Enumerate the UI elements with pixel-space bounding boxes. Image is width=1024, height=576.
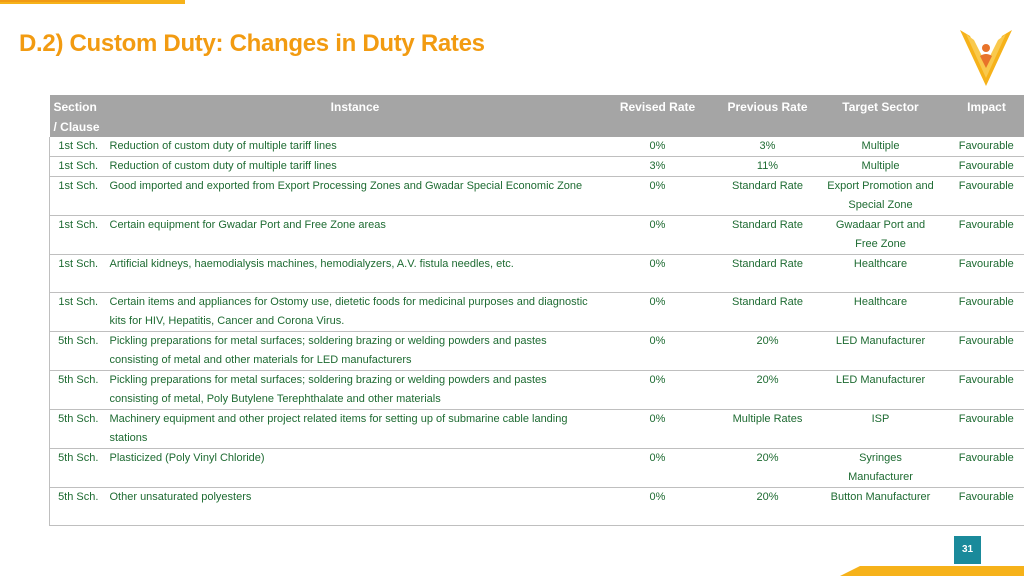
table-row: 1st Sch. Reduction of custom duty of mul… xyxy=(49,137,1024,157)
cell-impact: Favourable xyxy=(937,156,1024,177)
cell-section: 1st Sch. xyxy=(49,176,107,216)
top-accent-bar xyxy=(0,0,185,4)
cell-instance: Certain items and appliances for Ostomy … xyxy=(106,292,604,332)
cell-section: 5th Sch. xyxy=(49,370,107,410)
brand-logo-icon xyxy=(960,30,1012,86)
cell-instance: Pickling preparations for metal surfaces… xyxy=(106,370,604,410)
cell-target-sector: LED Manufacturer xyxy=(823,331,938,371)
cell-instance: Reduction of custom duty of multiple tar… xyxy=(106,156,604,177)
cell-instance: Other unsaturated polyesters xyxy=(106,487,604,526)
cell-impact: Favourable xyxy=(937,215,1024,255)
slide-title: D.2) Custom Duty: Changes in Duty Rates xyxy=(19,30,485,57)
cell-section: 1st Sch. xyxy=(49,215,107,255)
cell-section: 5th Sch. xyxy=(49,487,107,526)
cell-section: 5th Sch. xyxy=(49,331,107,371)
cell-revised-rate: 0% xyxy=(603,176,712,216)
cell-impact: Favourable xyxy=(937,448,1024,488)
cell-target-sector: Export Promotion and Special Zone xyxy=(823,176,938,216)
table-row: 1st Sch. Certain equipment for Gwadar Po… xyxy=(49,215,1024,255)
cell-previous-rate: Standard Rate xyxy=(711,176,824,216)
bottom-accent-bar xyxy=(840,566,1024,576)
cell-revised-rate: 0% xyxy=(603,137,712,157)
cell-instance: Reduction of custom duty of multiple tar… xyxy=(106,137,604,157)
cell-target-sector: Multiple xyxy=(823,137,938,157)
cell-previous-rate: 20% xyxy=(711,370,824,410)
header-revised-rate: Revised Rate xyxy=(603,95,712,137)
header-instance: Instance xyxy=(106,95,604,137)
cell-section: 5th Sch. xyxy=(49,448,107,488)
duty-rates-table: Section / Clause Instance Revised Rate P… xyxy=(49,95,1024,526)
cell-previous-rate: 20% xyxy=(711,331,824,371)
cell-revised-rate: 0% xyxy=(603,370,712,410)
table-header-row: Section / Clause Instance Revised Rate P… xyxy=(49,95,1024,137)
cell-instance: Certain equipment for Gwadar Port and Fr… xyxy=(106,215,604,255)
cell-revised-rate: 0% xyxy=(603,254,712,293)
cell-section: 1st Sch. xyxy=(49,292,107,332)
table-row: 1st Sch. Good imported and exported from… xyxy=(49,176,1024,216)
cell-revised-rate: 0% xyxy=(603,487,712,526)
cell-revised-rate: 3% xyxy=(603,156,712,177)
cell-impact: Favourable xyxy=(937,331,1024,371)
cell-target-sector: LED Manufacturer xyxy=(823,370,938,410)
header-impact: Impact xyxy=(937,95,1024,137)
page-number-badge: 31 xyxy=(954,536,981,564)
cell-impact: Favourable xyxy=(937,176,1024,216)
cell-revised-rate: 0% xyxy=(603,292,712,332)
table-row: 5th Sch. Pickling preparations for metal… xyxy=(49,331,1024,371)
cell-instance: Pickling preparations for metal surfaces… xyxy=(106,331,604,371)
header-section: Section / Clause xyxy=(49,95,107,137)
cell-revised-rate: 0% xyxy=(603,409,712,449)
cell-impact: Favourable xyxy=(937,487,1024,526)
cell-impact: Favourable xyxy=(937,409,1024,449)
cell-previous-rate: 20% xyxy=(711,448,824,488)
cell-target-sector: Button Manufacturer xyxy=(823,487,938,526)
cell-target-sector: Multiple xyxy=(823,156,938,177)
cell-impact: Favourable xyxy=(937,370,1024,410)
cell-instance: Machinery equipment and other project re… xyxy=(106,409,604,449)
cell-instance: Plasticized (Poly Vinyl Chloride) xyxy=(106,448,604,488)
cell-previous-rate: Multiple Rates xyxy=(711,409,824,449)
cell-target-sector: Syringes Manufacturer xyxy=(823,448,938,488)
table-row: 5th Sch. Plasticized (Poly Vinyl Chlorid… xyxy=(49,448,1024,488)
cell-section: 1st Sch. xyxy=(49,137,107,157)
cell-impact: Favourable xyxy=(937,137,1024,157)
table-row: 1st Sch. Reduction of custom duty of mul… xyxy=(49,156,1024,177)
cell-previous-rate: Standard Rate xyxy=(711,292,824,332)
header-previous-rate: Previous Rate xyxy=(711,95,824,137)
cell-section: 5th Sch. xyxy=(49,409,107,449)
cell-previous-rate: Standard Rate xyxy=(711,215,824,255)
table-row: 5th Sch. Pickling preparations for metal… xyxy=(49,370,1024,410)
cell-previous-rate: Standard Rate xyxy=(711,254,824,293)
cell-target-sector: Healthcare xyxy=(823,254,938,293)
cell-section: 1st Sch. xyxy=(49,254,107,293)
cell-impact: Favourable xyxy=(937,254,1024,293)
header-target-sector: Target Sector xyxy=(823,95,938,137)
cell-revised-rate: 0% xyxy=(603,331,712,371)
cell-instance: Artificial kidneys, haemodialysis machin… xyxy=(106,254,604,293)
cell-previous-rate: 20% xyxy=(711,487,824,526)
cell-target-sector: ISP xyxy=(823,409,938,449)
cell-impact: Favourable xyxy=(937,292,1024,332)
cell-revised-rate: 0% xyxy=(603,215,712,255)
cell-target-sector: Gwadaar Port and Free Zone xyxy=(823,215,938,255)
cell-section: 1st Sch. xyxy=(49,156,107,177)
cell-previous-rate: 3% xyxy=(711,137,824,157)
top-accent-bar-inner xyxy=(0,0,120,2)
cell-revised-rate: 0% xyxy=(603,448,712,488)
table-row: 1st Sch. Certain items and appliances fo… xyxy=(49,292,1024,332)
cell-previous-rate: 11% xyxy=(711,156,824,177)
cell-instance: Good imported and exported from Export P… xyxy=(106,176,604,216)
table-row: 5th Sch. Other unsaturated polyesters 0%… xyxy=(49,487,1024,526)
cell-target-sector: Healthcare xyxy=(823,292,938,332)
table-row: 5th Sch. Machinery equipment and other p… xyxy=(49,409,1024,449)
table-row: 1st Sch. Artificial kidneys, haemodialys… xyxy=(49,254,1024,293)
